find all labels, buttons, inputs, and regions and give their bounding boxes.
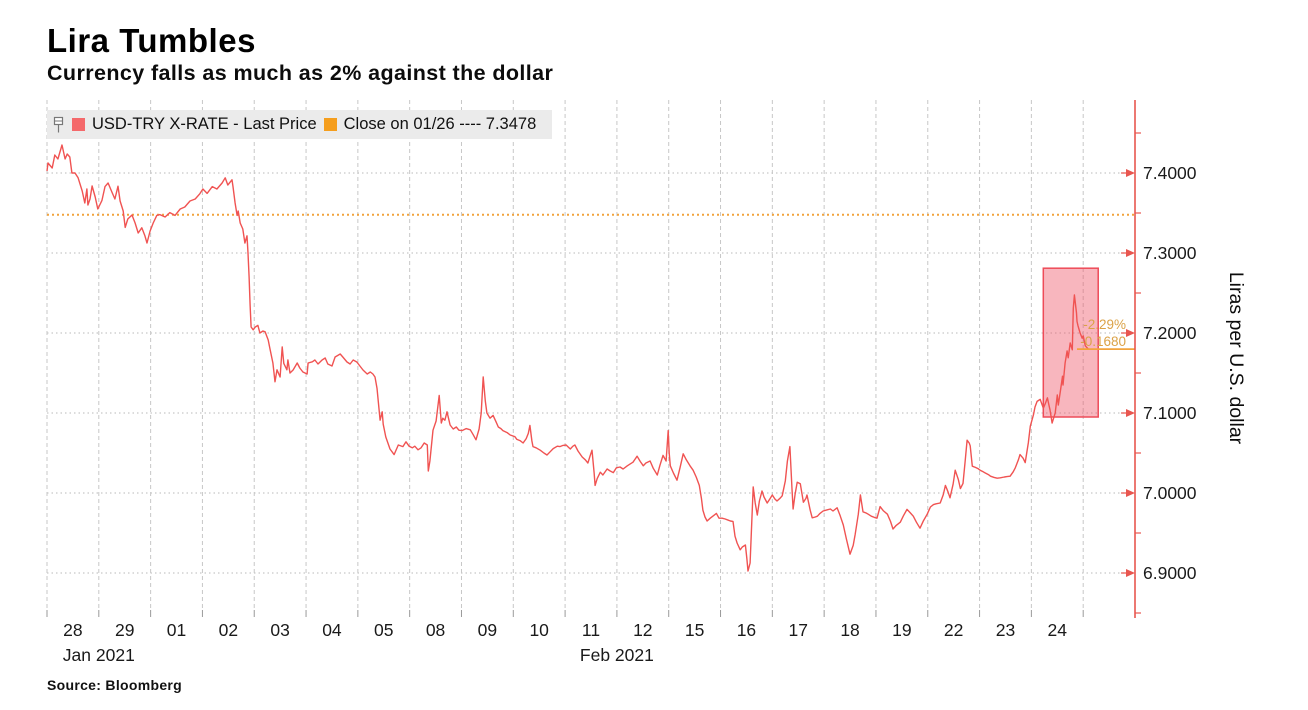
month-label: Feb 2021 (579, 645, 654, 665)
x-tick-label: 09 (477, 620, 498, 640)
month-label: Jan 2021 (62, 645, 135, 665)
last-price-label: USD-TRY X-RATE - Last Price (92, 115, 317, 133)
x-tick-label: 05 (374, 620, 394, 640)
x-tick-label: 22 (943, 620, 964, 640)
close-label: Close on 01/26 ---- 7.3478 (343, 115, 537, 133)
y-tick-label: 6.9000 (1143, 563, 1197, 583)
x-tick-label: 01 (166, 620, 187, 640)
x-tick-label: 03 (270, 620, 290, 640)
y-axis-title: Liras per U.S. dollar (1225, 271, 1247, 445)
page-title: Lira Tumbles (47, 22, 256, 59)
x-tick-label: 11 (581, 620, 601, 640)
x-tick-label: 19 (892, 620, 912, 640)
x-tick-label: 29 (114, 620, 135, 640)
y-tick-label: 7.4000 (1143, 163, 1197, 183)
y-tick-label: 7.2000 (1143, 323, 1197, 343)
annotation-percent-change: -2.29% (1083, 317, 1126, 332)
x-tick-label: 28 (63, 620, 83, 640)
x-tick-label: 10 (529, 620, 549, 640)
x-tick-label: 24 (1047, 620, 1068, 640)
x-tick-label: 23 (995, 620, 1016, 640)
close-swatch (323, 118, 337, 131)
y-tick-label: 7.0000 (1143, 483, 1197, 503)
chart-pin-icon (53, 116, 64, 132)
chart-legend: USD-TRY X-RATE - Last Price Close on 01/… (47, 110, 553, 139)
annotation-absolute-change: -0.1680 (1080, 334, 1126, 349)
legend-item-last-price[interactable]: USD-TRY X-RATE - Last Price (72, 115, 317, 134)
legend-item-close[interactable]: Close on 01/26 ---- 7.3478 (323, 115, 537, 134)
x-tick-label: 17 (788, 620, 808, 640)
x-tick-label: 16 (736, 620, 757, 640)
source-note: Source: Bloomberg (47, 677, 183, 693)
y-tick-label: 7.1000 (1143, 403, 1197, 423)
x-tick-label: 18 (840, 620, 860, 640)
x-tick-label: 04 (322, 620, 342, 640)
x-tick-label: 15 (684, 620, 705, 640)
last-price-swatch (72, 118, 85, 131)
x-tick-label: 02 (218, 620, 239, 640)
y-tick-label: 7.3000 (1143, 243, 1197, 263)
x-tick-label: 12 (633, 620, 653, 640)
x-tick-label: 08 (425, 620, 446, 640)
page-subtitle: Currency falls as much as 2% against the… (47, 61, 554, 85)
